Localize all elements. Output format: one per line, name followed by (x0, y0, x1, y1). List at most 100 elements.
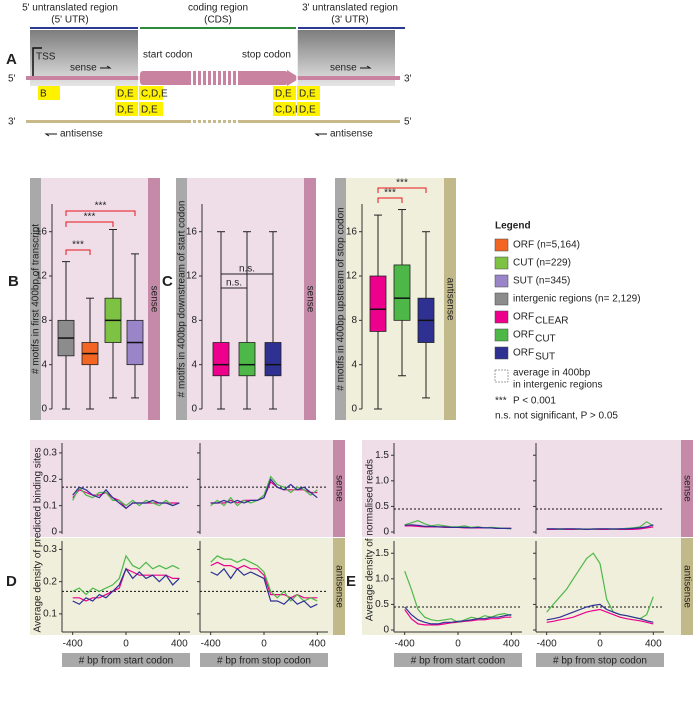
series-line (72, 567, 180, 605)
antisense-label: antisense (330, 129, 373, 140)
row-bg (30, 538, 345, 635)
legend-swatch (494, 292, 509, 306)
x-tick-label: 400 (309, 639, 326, 650)
side-label: antisense (681, 565, 692, 608)
sense-label: sense (70, 63, 97, 74)
sense-label: sense (330, 63, 357, 74)
x-axis-label: # bp from stop codon (553, 656, 647, 667)
significance-bracket (377, 187, 427, 193)
legend-label: ORF (513, 312, 534, 323)
series-line (210, 555, 318, 602)
panel-label: E (346, 573, 356, 590)
y-tick-label: 0.5 (375, 599, 389, 610)
arrow (100, 65, 112, 69)
legend-title: Legend (495, 221, 531, 232)
arrow (44, 133, 57, 137)
label-strip (176, 178, 187, 420)
series-line (404, 524, 512, 529)
y-tick-label: 1.0 (375, 475, 389, 486)
site-label: B (40, 89, 47, 100)
side-bar (148, 178, 160, 420)
region-name: 5' untranslated region (22, 3, 118, 14)
legend-label: in intergenic regions (513, 380, 603, 391)
y-axis-label: # motifs in 400bp upstream of stop codon (336, 207, 347, 390)
x-tick-label: 0 (597, 639, 603, 650)
stop-codon-label: stop codon (242, 50, 291, 61)
side-bar (681, 538, 693, 635)
legend-subscript: CUT (535, 334, 556, 345)
y-tick-label: 0.1 (43, 609, 57, 620)
legend-label: average in 400bp (513, 368, 591, 379)
y-axis-label: Average density of predicted binding sit… (33, 448, 44, 633)
y-tick-label: 16 (346, 226, 358, 237)
side-label: sense (681, 475, 692, 502)
legend-swatch (494, 346, 509, 360)
legend-label: P < 0.001 (513, 396, 556, 407)
x-tick-label: 400 (645, 639, 662, 650)
site-box (297, 86, 320, 100)
y-tick-label: 0 (351, 404, 357, 415)
site-box (38, 86, 60, 100)
side-label: antisense (333, 565, 344, 608)
legend-swatch (494, 256, 509, 270)
y-tick-label: 12 (36, 271, 48, 282)
y-tick-label: 16 (36, 226, 48, 237)
y-tick-label: 12 (346, 271, 358, 282)
y-tick-label: 0.1 (43, 500, 57, 511)
y-tick-label: 0 (51, 527, 57, 538)
site-label: D,E (141, 105, 158, 116)
box (393, 264, 411, 321)
series-line (546, 524, 654, 531)
region-abbr: (3' UTR) (331, 15, 368, 26)
site-label: C,D,E (275, 105, 302, 116)
side-bar (304, 178, 316, 420)
legend-mark: *** (495, 396, 507, 407)
series-line (210, 567, 318, 609)
legend-label: SUT (n=345) (513, 276, 570, 287)
box (212, 342, 230, 377)
site-label: D,E (299, 89, 316, 100)
y-tick-label: 8 (41, 315, 47, 326)
significance-bracket (377, 197, 403, 203)
legend-label: n.s. not significant, P > 0.05 (495, 411, 618, 422)
legend-subscript: CLEAR (535, 316, 568, 327)
strand-end: 3' (8, 117, 16, 128)
label-strip (335, 178, 346, 420)
box (369, 275, 387, 332)
site-box (115, 102, 138, 116)
series-line (72, 486, 180, 510)
x-axis-label: # bp from stop codon (217, 656, 311, 667)
x-label-box (62, 653, 190, 667)
x-tick-label: -400 (63, 639, 83, 650)
row-bg (362, 538, 693, 635)
region-abbr: (5' UTR) (51, 15, 88, 26)
legend-label: ORF (513, 348, 534, 359)
site-label: D,E (299, 105, 316, 116)
y-tick-label: 1.5 (375, 450, 389, 461)
side-label: sense (333, 475, 344, 502)
x-axis-label: # bp from start codon (411, 656, 506, 667)
site-label: C,D,E (141, 89, 168, 100)
x-label-box (394, 653, 522, 667)
tss-label: TSS (36, 52, 56, 63)
x-label-box (536, 653, 664, 667)
site-box (139, 86, 163, 100)
significance-bracket (220, 273, 274, 279)
site-box (297, 102, 320, 116)
side-label: antisense (444, 278, 455, 321)
site-box (115, 86, 138, 100)
site-label: D,E (117, 105, 134, 116)
significance-bracket (65, 221, 114, 227)
panel-label: A (6, 51, 17, 68)
legend-label: CUT (n=229) (513, 258, 571, 269)
site-box (139, 102, 163, 116)
region-name: 3' untranslated region (302, 3, 398, 14)
series-line (546, 603, 654, 623)
legend-swatch (494, 328, 509, 342)
y-axis-label: # motifs in first 400bp of transcript (31, 224, 42, 374)
y-tick-label: 12 (186, 271, 198, 282)
significance-bracket (65, 249, 91, 255)
tss-arrow (32, 47, 42, 76)
antisense-label: antisense (60, 129, 103, 140)
series-line (210, 475, 318, 507)
